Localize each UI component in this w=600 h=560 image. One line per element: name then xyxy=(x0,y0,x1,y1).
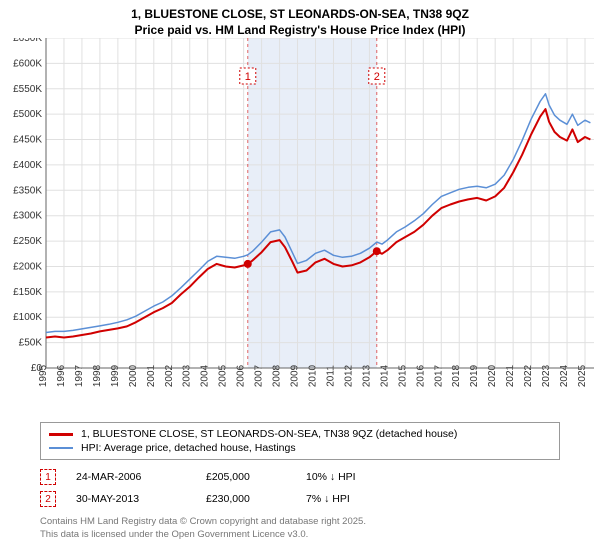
tx-diff: 7% ↓ HPI xyxy=(306,493,396,505)
legend-label: 1, BLUESTONE CLOSE, ST LEONARDS-ON-SEA, … xyxy=(81,428,457,440)
svg-text:£550K: £550K xyxy=(13,84,42,95)
svg-text:1: 1 xyxy=(245,71,251,83)
table-row: 1 24-MAR-2006 £205,000 10% ↓ HPI xyxy=(40,466,560,488)
transaction-table: 1 24-MAR-2006 £205,000 10% ↓ HPI 2 30-MA… xyxy=(40,466,560,510)
svg-text:£350K: £350K xyxy=(13,186,42,197)
legend-swatch xyxy=(49,433,73,436)
svg-text:£250K: £250K xyxy=(13,236,42,247)
chart-svg: £0£50K£100K£150K£200K£250K£300K£350K£400… xyxy=(0,38,600,418)
svg-text:£200K: £200K xyxy=(13,262,42,273)
table-row: 2 30-MAY-2013 £230,000 7% ↓ HPI xyxy=(40,488,560,510)
chart-area: £0£50K£100K£150K£200K£250K£300K£350K£400… xyxy=(0,38,600,418)
legend-swatch xyxy=(49,447,73,449)
legend-item: 1, BLUESTONE CLOSE, ST LEONARDS-ON-SEA, … xyxy=(49,427,551,441)
tx-diff: 10% ↓ HPI xyxy=(306,471,396,483)
svg-text:£650K: £650K xyxy=(13,38,42,44)
marker-icon: 2 xyxy=(40,491,56,507)
legend-label: HPI: Average price, detached house, Hast… xyxy=(81,442,296,454)
tx-price: £205,000 xyxy=(206,471,286,483)
svg-text:£300K: £300K xyxy=(13,211,42,222)
footer-line-2: This data is licensed under the Open Gov… xyxy=(40,529,560,542)
svg-text:£150K: £150K xyxy=(13,287,42,298)
legend-item: HPI: Average price, detached house, Hast… xyxy=(49,441,551,455)
svg-text:£600K: £600K xyxy=(13,59,42,70)
svg-text:£400K: £400K xyxy=(13,160,42,171)
chart-title: 1, BLUESTONE CLOSE, ST LEONARDS-ON-SEA, … xyxy=(0,0,600,38)
marker-icon: 1 xyxy=(40,469,56,485)
title-line-1: 1, BLUESTONE CLOSE, ST LEONARDS-ON-SEA, … xyxy=(0,6,600,22)
footer-line-1: Contains HM Land Registry data © Crown c… xyxy=(40,516,560,529)
svg-text:£500K: £500K xyxy=(13,110,42,121)
svg-text:£50K: £50K xyxy=(19,338,43,349)
tx-price: £230,000 xyxy=(206,493,286,505)
tx-date: 30-MAY-2013 xyxy=(76,493,186,505)
footer: Contains HM Land Registry data © Crown c… xyxy=(40,516,560,542)
svg-text:£450K: £450K xyxy=(13,135,42,146)
legend: 1, BLUESTONE CLOSE, ST LEONARDS-ON-SEA, … xyxy=(40,422,560,460)
title-line-2: Price paid vs. HM Land Registry's House … xyxy=(0,22,600,38)
svg-text:2: 2 xyxy=(374,71,380,83)
svg-text:£100K: £100K xyxy=(13,313,42,324)
tx-date: 24-MAR-2006 xyxy=(76,471,186,483)
